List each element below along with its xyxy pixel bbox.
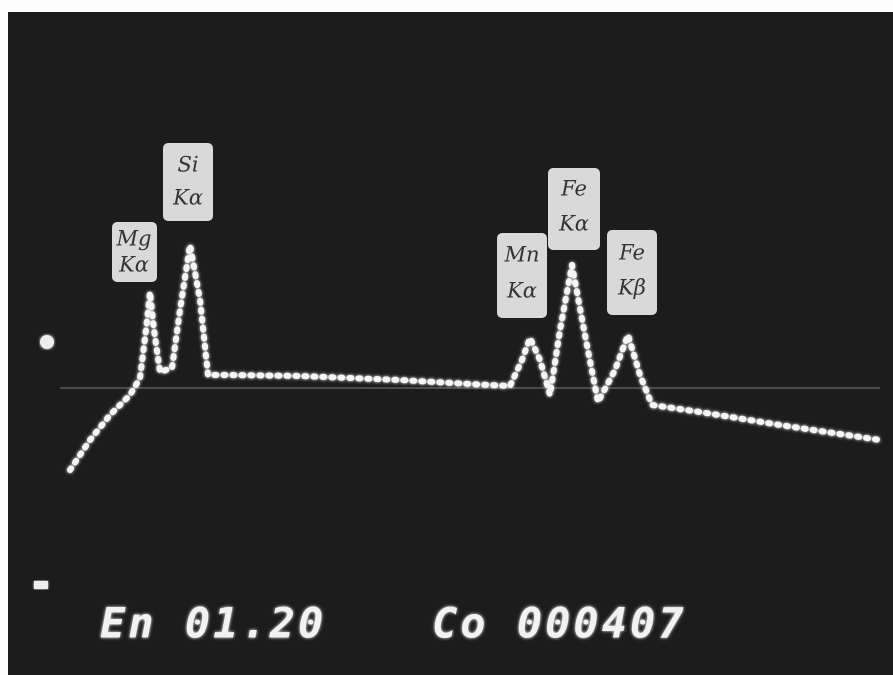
line: Kα [558, 212, 589, 236]
oscilloscope-photo: Mg Kα Si Kα Mn Kα Fe Kα Fe Kβ En 01.20 C… [0, 0, 893, 675]
line: Kα [506, 279, 537, 303]
element: Fe [618, 241, 645, 265]
line: Kα [118, 253, 149, 277]
element: Mg [116, 227, 152, 251]
line: Kβ [617, 276, 646, 300]
screen [8, 12, 893, 675]
element: Mn [503, 243, 539, 267]
line: Kα [172, 186, 203, 210]
marker-dash [34, 581, 48, 589]
marker-dot [40, 335, 54, 349]
readout-counts: Co 000407 [432, 599, 687, 648]
element: Si [177, 153, 198, 177]
element: Fe [560, 177, 587, 201]
readout-energy: En 01.20 [100, 599, 326, 648]
